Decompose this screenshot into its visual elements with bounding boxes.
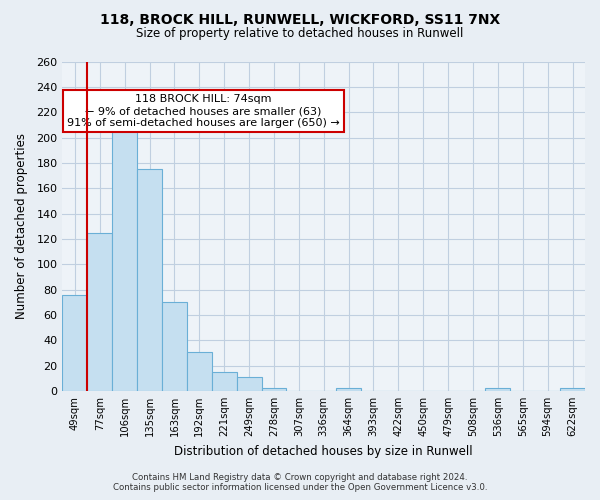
- Bar: [112, 128, 137, 391]
- Text: 118 BROCK HILL: 74sqm
← 9% of detached houses are smaller (63)
91% of semi-detac: 118 BROCK HILL: 74sqm ← 9% of detached h…: [67, 94, 340, 128]
- Text: Contains HM Land Registry data © Crown copyright and database right 2024.
Contai: Contains HM Land Registry data © Crown c…: [113, 473, 487, 492]
- Y-axis label: Number of detached properties: Number of detached properties: [15, 133, 28, 319]
- Bar: [88, 232, 112, 391]
- Text: Size of property relative to detached houses in Runwell: Size of property relative to detached ho…: [136, 28, 464, 40]
- X-axis label: Distribution of detached houses by size in Runwell: Distribution of detached houses by size …: [175, 444, 473, 458]
- Bar: [236, 377, 262, 391]
- Bar: [187, 352, 212, 391]
- Bar: [262, 388, 286, 391]
- Bar: [336, 388, 361, 391]
- Bar: [162, 302, 187, 391]
- Bar: [485, 388, 511, 391]
- Bar: [560, 388, 585, 391]
- Text: 118, BROCK HILL, RUNWELL, WICKFORD, SS11 7NX: 118, BROCK HILL, RUNWELL, WICKFORD, SS11…: [100, 12, 500, 26]
- Bar: [212, 372, 236, 391]
- Bar: [62, 294, 88, 391]
- Bar: [137, 169, 162, 391]
